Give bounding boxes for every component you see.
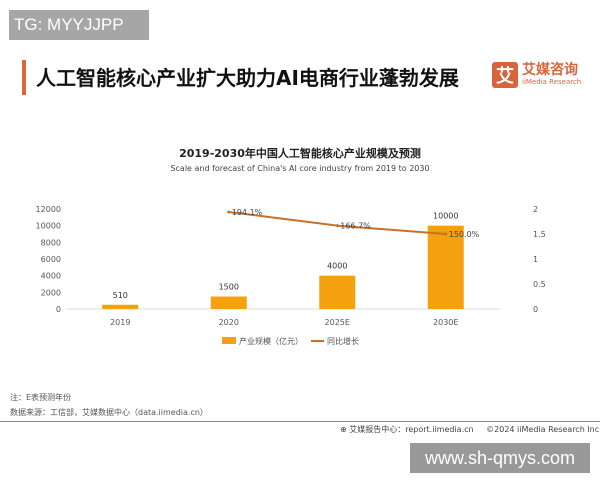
y-right-tick-label: 0 bbox=[533, 305, 538, 314]
y-left-tick-label: 6000 bbox=[41, 255, 61, 264]
y-right-tick-label: 0.5 bbox=[533, 280, 546, 289]
bar-data-label: 1500 bbox=[219, 283, 239, 292]
watermark-bottom: www.sh-qmys.com bbox=[410, 443, 590, 473]
logo: 艾 艾媒咨询 iiMedia Research bbox=[492, 62, 581, 88]
bar bbox=[319, 275, 356, 309]
line-data-label: 166.7% bbox=[340, 222, 371, 231]
x-tick-label: 2020 bbox=[219, 318, 239, 327]
title-accent-bar bbox=[22, 60, 26, 95]
growth-point bbox=[335, 224, 339, 228]
bar bbox=[210, 296, 247, 309]
y-right-tick-label: 1 bbox=[533, 255, 538, 264]
growth-point bbox=[444, 232, 448, 236]
legend-bar-label: 产业规模（亿元） bbox=[239, 336, 303, 346]
footer: ⊕ 艾媒报告中心：report.iimedia.cn ©2024 iiMedia… bbox=[340, 424, 599, 435]
y-left-tick-label: 10000 bbox=[36, 222, 61, 231]
line-data-label: 150.0% bbox=[449, 230, 480, 239]
divider bbox=[0, 421, 600, 422]
bar bbox=[102, 304, 139, 309]
chart-source: 数据来源：工信部，艾媒数据中心（data.iimedia.cn） bbox=[10, 408, 208, 417]
y-left-tick-label: 12000 bbox=[36, 205, 61, 214]
bar-data-label: 4000 bbox=[327, 262, 347, 271]
chart-title: 2019-2030年中国人工智能核心产业规模及预测 bbox=[179, 147, 421, 160]
y-right-tick-label: 1.5 bbox=[533, 230, 546, 239]
globe-icon: ⊕ bbox=[340, 425, 347, 434]
bar-data-label: 10000 bbox=[433, 212, 458, 221]
logo-cn: 艾媒咨询 bbox=[522, 62, 578, 78]
logo-mark: 艾 bbox=[492, 62, 518, 88]
x-tick-label: 2019 bbox=[110, 318, 130, 327]
y-right-tick-label: 2 bbox=[533, 205, 538, 214]
x-tick-label: 2030E bbox=[433, 318, 458, 327]
chart-subtitle: Scale and forecast of China's AI core in… bbox=[170, 164, 430, 173]
y-left-tick-label: 0 bbox=[56, 305, 61, 314]
legend-line-label: 同比增长 bbox=[327, 336, 359, 346]
growth-point bbox=[227, 210, 231, 214]
logo-en: iiMedia Research bbox=[522, 78, 582, 86]
bar bbox=[427, 225, 464, 309]
line-data-label: 194.1% bbox=[232, 208, 263, 217]
chart-note: 注：E表预测年份 bbox=[10, 393, 72, 402]
page-title: 人工智能核心产业扩大助力AI电商行业蓬勃发展 bbox=[36, 66, 459, 90]
y-left-tick-label: 4000 bbox=[41, 272, 61, 281]
bar-data-label: 510 bbox=[113, 291, 128, 300]
legend-bar-swatch bbox=[222, 337, 236, 344]
footer-report: 艾媒报告中心：report.iimedia.cn bbox=[349, 425, 474, 434]
footer-copyright: ©2024 iiMedia Research Inc bbox=[486, 425, 600, 434]
x-tick-label: 2025E bbox=[325, 318, 350, 327]
watermark-top: TG: MYYJJPP bbox=[9, 10, 149, 40]
y-left-tick-label: 8000 bbox=[41, 238, 61, 247]
y-left-tick-label: 2000 bbox=[41, 288, 61, 297]
